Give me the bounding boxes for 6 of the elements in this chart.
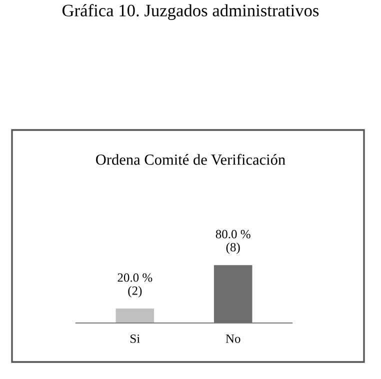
chart-subtitle: Ordena Comité de Verificación bbox=[96, 154, 286, 165]
data-label: 80.0 % (8) bbox=[216, 230, 250, 254]
x-tick-label: No bbox=[226, 334, 240, 343]
x-tick-label: Si bbox=[130, 334, 140, 343]
chart-title: Gráfica 10. Juzgados administrativos bbox=[62, 4, 319, 20]
data-label: 20.0 % (2) bbox=[118, 273, 152, 298]
